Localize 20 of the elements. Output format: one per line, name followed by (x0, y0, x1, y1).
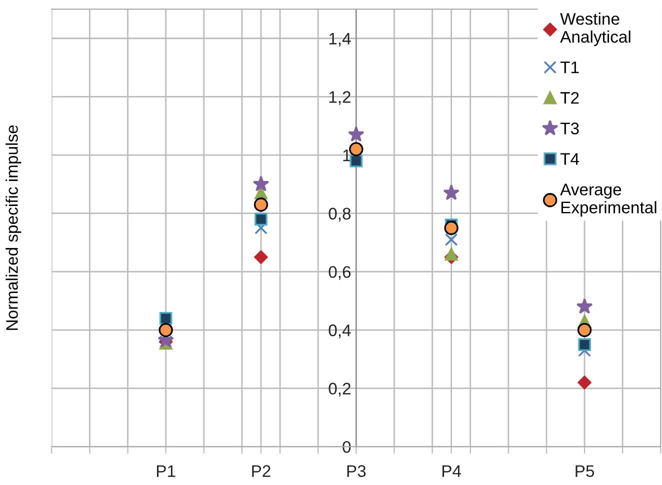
x-tick-label: P1 (157, 465, 176, 477)
y-tick-label: 1,4 (329, 32, 351, 47)
x-tick-label: P3 (347, 465, 366, 477)
legend-label: Average Experimental (560, 184, 656, 217)
y-axis-title: Normalized specific impulse (6, 125, 22, 330)
legend-label: T4 (560, 153, 580, 165)
x-tick-label: P4 (442, 465, 462, 477)
y-tick-label: 0,8 (328, 208, 351, 222)
x-tick-label: P2 (252, 465, 270, 477)
y-tick-label: 0,4 (328, 324, 351, 338)
legend-label: T3 (560, 122, 579, 134)
legend-label: T2 (560, 92, 579, 104)
y-tick-label: 0,6 (328, 266, 351, 280)
y-tick-label: 0,2 (328, 382, 350, 397)
legend-label: T1 (560, 62, 579, 74)
y-tick-label: 1 (343, 150, 350, 162)
x-tick-label: P5 (576, 465, 594, 477)
legend-label: Westine Analytical (560, 12, 630, 46)
y-tick-label: 0 (342, 441, 351, 453)
y-tick-label: 1,2 (329, 91, 350, 105)
